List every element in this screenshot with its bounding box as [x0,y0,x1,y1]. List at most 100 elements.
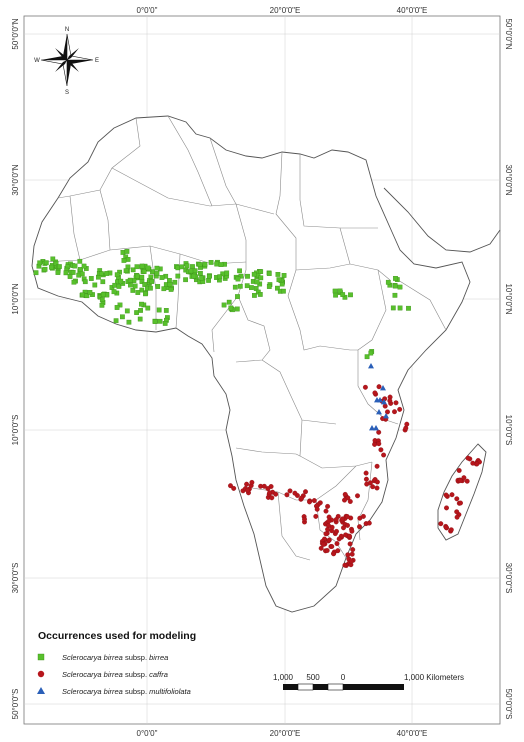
left-lat-label-50n: 50°0'0"N [11,18,20,49]
birrea-occurrence-point [57,264,62,269]
compass-w-label: W [34,58,40,64]
right-lat-label-30s: 30°0'0"S [504,563,513,594]
birrea-occurrence-point [275,285,280,291]
birrea-occurrence-point [120,314,125,320]
caffra-occurrence-point [324,548,330,553]
caffra-occurrence-point [376,384,382,390]
birrea-occurrence-point [172,279,178,285]
birrea-occurrence-point [100,279,106,285]
caffra-occurrence-point [461,475,467,481]
caffra-occurrence-point [444,505,449,511]
compass-e-label: E [95,58,99,64]
caffra-occurrence-point [449,492,455,498]
caffra-occurrence-point [367,480,373,486]
scale-label-1000-km: 1,000 Kilometers [404,673,464,682]
caffra-occurrence-point [376,429,382,435]
birrea-occurrence-point [385,279,391,285]
caffra-occurrence-point [349,551,355,557]
caffra-occurrence-point [454,514,460,520]
caffra-occurrence-point [249,479,255,485]
left-lat-label-50s: 50°0'0"S [11,689,20,720]
birrea-occurrence-point [139,301,144,307]
birrea-occurrence-point [82,279,88,285]
birrea-occurrence-point [184,263,190,269]
birrea-occurrence-point [340,292,346,297]
caffra-occurrence-point [360,513,366,519]
caffra-occurrence-point [374,479,380,485]
caffra-occurrence-point [348,558,354,564]
caffra-occurrence-point [345,522,350,528]
caffra-occurrence-point [326,514,332,520]
left-lat-label-10s: 10°0'0"S [11,415,20,446]
birrea-occurrence-point [114,272,120,278]
birrea-occurrence-point [142,282,148,287]
birrea-occurrence-point [87,290,93,295]
caffra-occurrence-point [382,403,388,409]
caffra-occurrence-point [372,390,378,396]
caffra-occurrence-point [228,483,233,489]
legend-item-caffra: Sclerocarya birrea subsp. caffra [62,670,168,679]
birrea-occurrence-point [198,270,203,276]
birrea-occurrence-point [175,273,181,279]
caffra-occurrence-point [454,509,460,515]
birrea-occurrence-point [139,274,145,280]
caffra-occurrence-point [334,528,339,534]
birrea-occurrence-point [124,249,130,254]
caffra-occurrence-point [329,544,335,549]
birrea-occurrence-point [218,262,224,267]
multifoliolata-occurrences [368,363,389,431]
birrea-occurrence-point [224,270,230,276]
birrea-occurrence-point [98,271,104,276]
caffra-occurrence-point [392,409,397,415]
multifoliolata-occurrence-point [377,397,383,403]
birrea-occurrence-point [202,261,208,267]
caffra-occurrence-point [376,441,382,447]
right-lat-label-50n: 50°0'0"N [504,18,513,49]
birrea-occurrence-point [99,302,105,308]
caffra-occurrence-point [331,551,337,557]
birrea-occurrence-point [175,265,181,271]
caffra-occurrence-point [267,490,273,496]
birrea-occurrence-point [206,278,211,283]
birrea-occurrence-point [157,318,163,324]
birrea-occurrence-point [191,273,197,279]
caffra-occurrence-point [340,516,345,522]
caffra-occurrence-point [349,528,355,534]
caffra-occurrence-point [342,562,348,568]
legend-symbol-caffra-circle [37,670,45,678]
legend: Occurrences used for modeling Sclerocary… [37,630,196,696]
birrea-occurrence-point [257,292,263,297]
legend-item-birrea: Sclerocarya birrea subsp. birrea [62,653,168,662]
birrea-occurrence-point [116,284,122,289]
caffra-occurrences [228,384,482,568]
birrea-occurrence-point [237,268,242,274]
caffra-occurrence-point [366,520,372,526]
caffra-occurrence-point [374,485,380,491]
birrea-occurrence-point [275,272,281,277]
birrea-occurrence-point [84,293,90,299]
caffra-occurrence-point [302,516,307,522]
birrea-occurrence-point [77,258,83,264]
right-lat-label-50s: 50°0'0"S [504,689,513,720]
birrea-occurrence-point [100,292,106,297]
birrea-occurrence-point [37,260,43,266]
madagascar-outline [437,443,487,541]
caffra-occurrence-point [341,525,346,531]
caffra-occurrence-point [474,461,480,467]
birrea-occurrence-point [208,260,214,265]
caffra-occurrence-point [357,524,362,530]
top-lon-label-40e: 40°0'0"E [397,6,428,15]
caffra-occurrence-point [443,492,449,498]
caffra-occurrence-point [363,476,369,482]
birrea-occurrence-point [114,305,120,310]
birrea-occurrence-point [43,260,49,266]
birrea-occurrence-point [139,287,145,293]
birrea-occurrence-point [134,310,139,315]
birrea-occurrence-point [117,302,123,308]
caffra-occurrence-point [381,452,387,458]
caffra-occurrence-point [347,541,353,547]
birrea-occurrence-point [276,277,282,283]
birrea-occurrence-point [104,271,110,276]
birrea-occurrence-point [99,297,105,302]
birrea-occurrence-point [392,283,398,289]
